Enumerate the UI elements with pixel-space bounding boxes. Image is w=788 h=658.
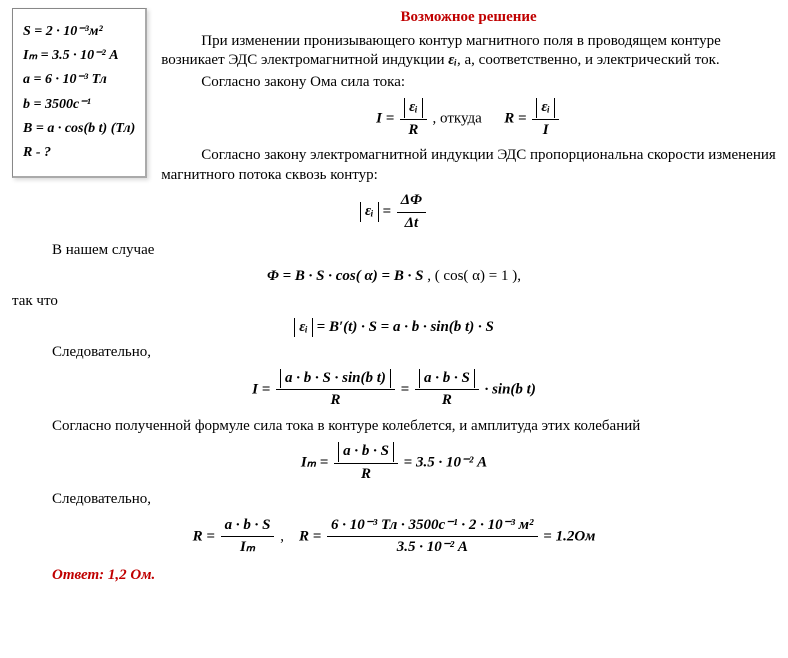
formula-final: R = a · b · S Iₘ , R = 6 · 10⁻³ Тл · 350… <box>12 516 776 558</box>
R-den-sym: Iₘ <box>221 537 275 558</box>
R-den2: R <box>276 390 395 411</box>
formula-emf: εᵢ = ΔΦ Δt <box>12 191 776 233</box>
given-b: b = 3500с⁻¹ <box>23 96 135 114</box>
sin-tail: · sin(b t) <box>485 381 536 397</box>
given-data-box: S = 2 · 10⁻³м² Iₘ = 3.5 · 10⁻² А a = 6 ·… <box>12 8 147 178</box>
R-den-val: 3.5 · 10⁻² А <box>327 537 538 558</box>
formula-eps-deriv: εᵢ = B′(t) · S = a · b · sin(b t) · S <box>12 318 776 338</box>
Im-val: = 3.5 · 10⁻² А <box>404 454 487 470</box>
given-B: B = a · cos(b t) (Тл) <box>23 120 135 138</box>
R-den3: R <box>415 390 479 411</box>
cos1-note: , ( cos( α) = 1 ), <box>427 268 521 284</box>
formula-current: I = a · b · S · sin(b t) R = a · b · S R… <box>12 369 776 411</box>
comma: , <box>280 528 288 544</box>
R-eq3: R = <box>299 528 325 544</box>
abs-abs-sin: a · b · S · sin(b t) <box>280 369 391 389</box>
eps-abs-3: εᵢ <box>360 202 379 222</box>
I-den: I <box>532 120 559 141</box>
R-den4: R <box>334 464 398 485</box>
eps-abs-1: εᵢ <box>404 98 423 118</box>
eq-sign: = <box>382 203 394 219</box>
R-num-val: 6 · 10⁻³ Тл · 3500с⁻¹ · 2 · 10⁻³ м² <box>327 516 538 538</box>
I-eq2: I = <box>252 381 274 397</box>
R-eq2: R = <box>193 528 219 544</box>
formula-amplitude: Iₘ = a · b · S R = 3.5 · 10⁻² А <box>12 442 776 484</box>
Im-eq: Iₘ = <box>301 454 332 470</box>
answer-line: Ответ: 1,2 Ом. <box>12 566 776 586</box>
phi-def: Φ = B · S · cos( α) = B · S <box>267 268 427 284</box>
abs-abs-2: a · b · S <box>338 442 394 462</box>
deriv-rhs: = B′(t) · S = a · b · sin(b t) · S <box>317 319 494 335</box>
eps-abs-4: εᵢ <box>294 318 313 338</box>
I-eq: I = <box>376 110 398 126</box>
given-s: S = 2 · 10⁻³м² <box>23 23 135 41</box>
given-R: R - ? <box>23 144 135 162</box>
paragraph-7: Согласно полученной формуле сила тока в … <box>12 417 776 437</box>
paragraph-5: так что <box>12 292 776 312</box>
R-den: R <box>400 120 427 141</box>
given-im: Iₘ = 3.5 · 10⁻² А <box>23 47 135 65</box>
eps-abs-2: εᵢ <box>536 98 555 118</box>
given-a: a = 6 · 10⁻³ Тл <box>23 71 135 89</box>
eq-mid: = <box>401 381 413 397</box>
otkuda-text: , откуда <box>433 110 486 126</box>
R-result: = 1.2Ом <box>543 528 595 544</box>
formula-flux: Φ = B · S · cos( α) = B · S , ( cos( α) … <box>12 267 776 287</box>
dphi: ΔΦ <box>397 191 426 213</box>
R-eq: R = <box>504 110 530 126</box>
eps-symbol: εᵢ <box>448 52 457 68</box>
paragraph-8: Следовательно, <box>12 490 776 510</box>
p1-after: , а, соответственно, и электрический ток… <box>457 52 720 68</box>
abs-abs: a · b · S <box>419 369 475 389</box>
R-num-sym: a · b · S <box>221 516 275 538</box>
paragraph-6: Следовательно, <box>12 343 776 363</box>
paragraph-4: В нашем случае <box>12 241 776 261</box>
dt: Δt <box>397 213 426 234</box>
